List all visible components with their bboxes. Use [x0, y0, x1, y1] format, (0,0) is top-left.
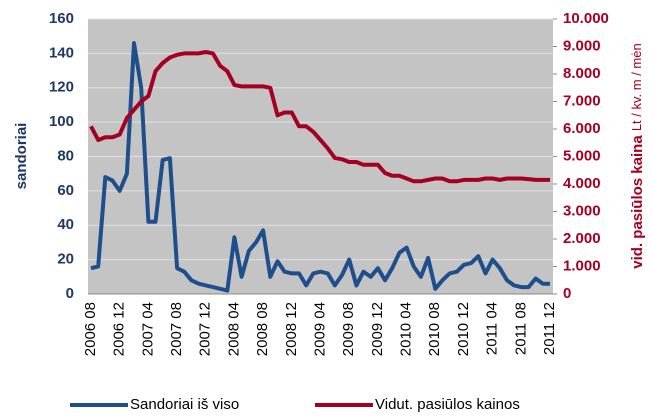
y2-tick-label: 10.000	[563, 10, 609, 27]
y2-tick-label: 6.000	[563, 120, 601, 137]
y-tick-label: 40	[57, 216, 74, 233]
y2-tick-label: 7.000	[563, 92, 601, 109]
y2-tick-label: 4.000	[563, 175, 601, 192]
y2-tick-label: 3.000	[563, 202, 601, 219]
x-tick-label: 2011 12	[541, 302, 558, 355]
y-tick-label: 0	[66, 285, 74, 302]
y2-tick-label: 2.000	[563, 230, 601, 247]
y-tick-label: 160	[49, 10, 74, 27]
x-tick-label: 2006 08	[82, 302, 99, 356]
y2-axis-label-main: vid. pasiūlos kaina	[629, 135, 646, 269]
y2-tick-label: 1.000	[563, 257, 601, 274]
y2-tick-label: 0	[563, 285, 571, 302]
x-tick-label: 2010 12	[455, 302, 472, 356]
x-tick-label: 2008 12	[283, 302, 300, 356]
x-tick-label: 2010 04	[398, 302, 415, 356]
x-tick-label: 2009 04	[311, 302, 328, 356]
series-line	[89, 50, 550, 184]
legend-label: Sandoriai iš viso	[130, 396, 239, 413]
x-tick-label: 2011 08	[512, 302, 529, 355]
y-tick-label: 140	[49, 44, 74, 61]
y-tick-label: 60	[57, 182, 74, 199]
series-line	[90, 41, 550, 293]
y-tick-label: 120	[49, 79, 74, 96]
x-tick-label: 2007 04	[139, 302, 156, 356]
y2-tick-label: 8.000	[563, 65, 601, 82]
y2-tick-label: 5.000	[563, 147, 601, 164]
y2-tick-label: 9.000	[563, 37, 601, 54]
x-tick-label: 2007 12	[197, 302, 214, 356]
x-tick-label: 2009 12	[369, 302, 386, 356]
y-tick-label: 80	[57, 147, 74, 164]
x-tick-label: 2007 08	[168, 302, 185, 356]
y2-axis-label-unit: Lt / kv. m / mėn	[629, 43, 644, 131]
y-tick-label: 100	[49, 113, 74, 130]
y-tick-label: 20	[57, 251, 74, 268]
x-tick-label: 2008 08	[254, 302, 271, 356]
x-tick-label: 2008 04	[225, 302, 242, 356]
y2-axis-label: vid. pasiūlos kaina Lt / kv. m / mėn	[629, 43, 646, 268]
legend-label: Vidut. pasiūlos kainos	[375, 396, 520, 413]
x-tick-label: 2006 12	[111, 302, 128, 356]
x-tick-label: 2009 08	[340, 302, 357, 356]
y-axis-label: sandoriai	[13, 123, 30, 190]
x-tick-label: 2010 08	[426, 302, 443, 356]
x-tick-label: 2011 04	[484, 302, 501, 355]
